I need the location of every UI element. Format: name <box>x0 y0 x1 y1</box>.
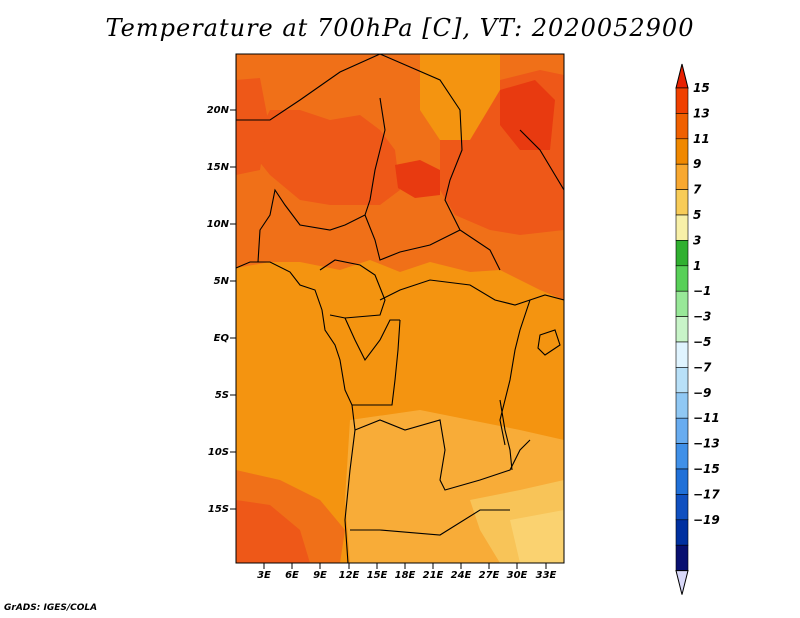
country-borders <box>236 54 564 563</box>
colorbar-label: −3 <box>693 310 711 324</box>
colorbar-segment <box>675 443 689 470</box>
colorbar-segment <box>675 519 689 546</box>
lon-label: 9E <box>313 570 327 581</box>
colorbar-segment <box>675 138 689 165</box>
colorbar-segment <box>675 290 689 317</box>
lat-label: EQ <box>214 333 230 344</box>
colorbar-label: 7 <box>693 183 702 197</box>
colorbar: 15 13 11 9 7 5 3 1 −1 −3 −5 −7 −9 −11 −13 −15 −17 −19 <box>675 63 720 595</box>
border-drc-west <box>352 319 401 406</box>
field-peak-patch-b <box>500 80 555 150</box>
colorbar-label: −5 <box>693 335 711 349</box>
colorbar-label: 13 <box>693 106 710 120</box>
lon-label: 18E <box>395 570 416 581</box>
lat-label: 10S <box>208 447 229 458</box>
lake-victoria <box>537 329 561 356</box>
colorbar-segment <box>675 214 689 241</box>
field-ne-patch <box>420 54 500 140</box>
colorbar-label: 3 <box>693 233 701 247</box>
colorbar-segment <box>675 494 689 521</box>
colorbar-label: 1 <box>693 259 701 273</box>
atlantic-coastline <box>236 261 356 563</box>
colorbar-segment <box>675 392 689 419</box>
colorbar-label: 11 <box>693 132 710 146</box>
temperature-field <box>236 54 564 563</box>
border-car-north <box>364 214 461 261</box>
lat-label: 5N <box>214 276 230 287</box>
colorbar-label: 15 <box>693 81 710 95</box>
lat-label: 20N <box>207 105 230 116</box>
map-title: Temperature at 700hPa [C], VT: 202005290… <box>105 14 695 42</box>
lon-label: 12E <box>339 570 360 581</box>
lat-label: 10N <box>207 219 230 230</box>
latitude-axis: 20N 15N 10N 5N EQ 5S 10S 15S <box>207 105 230 515</box>
colorbar-segment <box>675 544 689 571</box>
colorbar-bottom-arrow <box>675 570 689 595</box>
colorbar-segment <box>675 113 689 140</box>
border-nigeria <box>257 97 386 263</box>
border-ethiopia <box>519 129 564 191</box>
colorbar-top-arrow <box>675 63 689 89</box>
lon-label: 27E <box>479 570 500 581</box>
border-gabon-congo <box>344 317 400 362</box>
colorbar-segment <box>675 189 689 216</box>
colorbar-segment <box>675 240 689 267</box>
border-car-south <box>379 279 564 306</box>
longitude-axis: 3E 6E 9E 12E 15E 18E 21E 24E 27E 30E 33E <box>257 570 556 581</box>
colorbar-label: −1 <box>693 284 711 298</box>
colorbar-segment <box>675 367 689 394</box>
colorbar-label: 9 <box>693 157 701 171</box>
field-sw-hot <box>236 500 310 563</box>
colorbar-segment <box>675 417 689 444</box>
field-band-5-7-core <box>510 510 564 563</box>
border-angola-zambia <box>354 419 531 491</box>
lon-label: 33E <box>536 570 557 581</box>
border-drc-east <box>499 299 531 446</box>
colorbar-segment <box>675 163 689 190</box>
colorbar-label: −9 <box>693 386 711 400</box>
colorbar-label: 5 <box>693 208 701 222</box>
lake-tanganyika <box>499 399 513 471</box>
lon-label: 24E <box>451 570 472 581</box>
colorbar-segment <box>675 341 689 368</box>
lat-label: 15S <box>208 504 229 515</box>
colorbar-label: −11 <box>693 411 720 425</box>
colorbar-label: −13 <box>693 437 720 451</box>
lat-label: 15N <box>207 162 230 173</box>
colorbar-segment <box>675 316 689 343</box>
colorbar-segment <box>675 468 689 495</box>
map-frame <box>235 53 565 564</box>
border-chad-sudan <box>379 54 501 271</box>
lon-label: 21E <box>423 570 444 581</box>
colorbar-label: −17 <box>693 487 720 501</box>
field-hot-patch-west <box>236 78 268 175</box>
field-hot-patch-nigeria <box>250 110 400 205</box>
border-cameroon <box>319 259 386 319</box>
field-peak-patch-a <box>395 160 440 198</box>
colorbar-segment <box>675 265 689 292</box>
grads-credit: GrADS: IGES/COLA <box>4 603 98 613</box>
lon-label: 30E <box>507 570 528 581</box>
lat-label: 5S <box>215 390 229 401</box>
colorbar-label: −19 <box>693 513 720 527</box>
lon-label: 15E <box>367 570 388 581</box>
colorbar-label: −7 <box>693 360 712 374</box>
border-namibia <box>350 509 510 536</box>
border-sahara <box>236 54 381 121</box>
lon-label: 6E <box>285 570 299 581</box>
colorbar-segment <box>675 87 689 114</box>
colorbar-label: −15 <box>693 462 720 476</box>
lon-label: 3E <box>257 570 271 581</box>
